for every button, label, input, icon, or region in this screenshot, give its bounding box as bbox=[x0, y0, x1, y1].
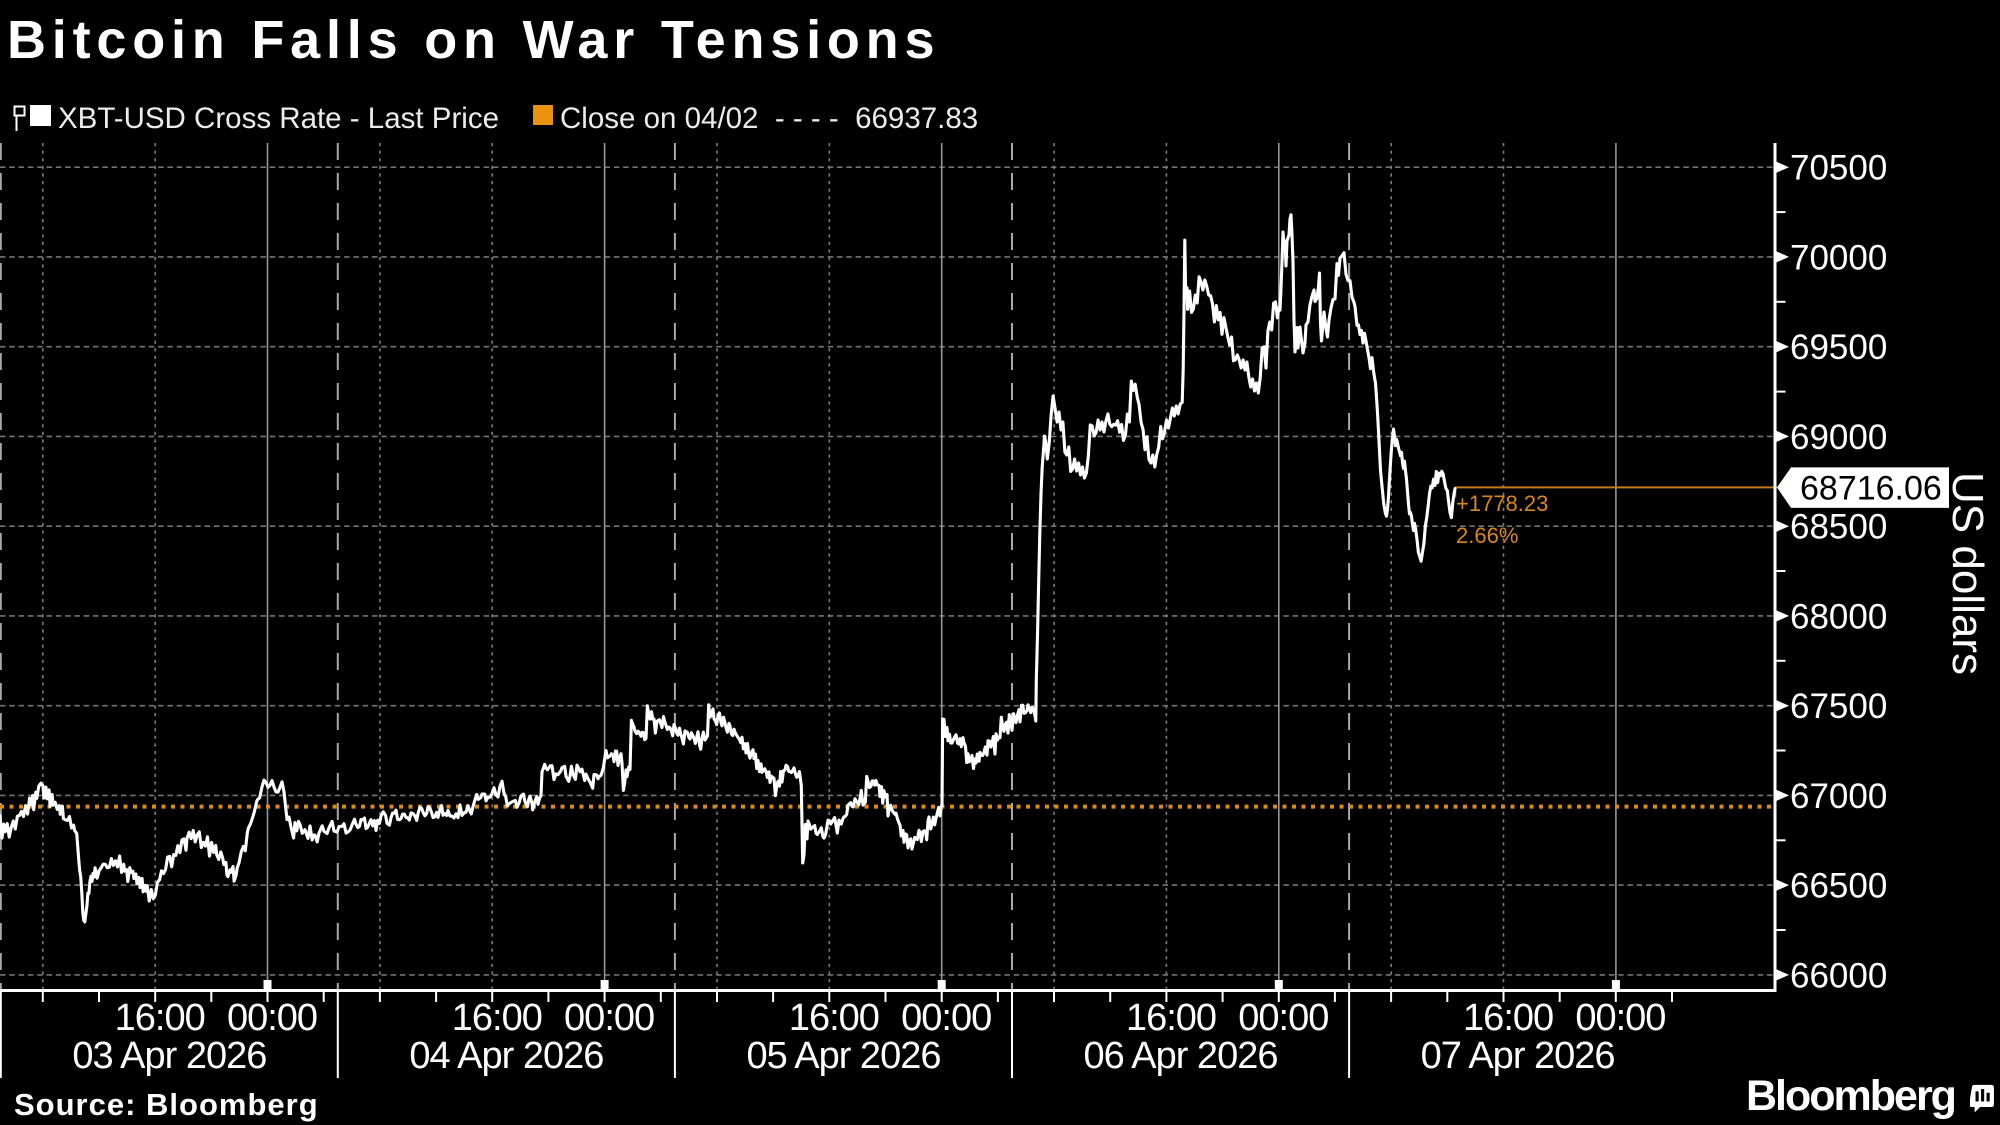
svg-text:70000: 70000 bbox=[1790, 238, 1887, 277]
svg-text:66000: 66000 bbox=[1790, 956, 1887, 995]
svg-text:+1778.23: +1778.23 bbox=[1456, 491, 1548, 516]
svg-text:07 Apr 2026: 07 Apr 2026 bbox=[1421, 1035, 1615, 1077]
svg-text:16:00: 16:00 bbox=[1126, 997, 1216, 1039]
svg-text:69000: 69000 bbox=[1790, 418, 1887, 457]
svg-text:04 Apr 2026: 04 Apr 2026 bbox=[409, 1035, 603, 1077]
svg-text:67500: 67500 bbox=[1790, 687, 1887, 726]
svg-text:16:00: 16:00 bbox=[1463, 997, 1553, 1039]
svg-text:66500: 66500 bbox=[1790, 867, 1887, 906]
svg-text:68500: 68500 bbox=[1790, 508, 1887, 547]
svg-text:00:00: 00:00 bbox=[564, 997, 654, 1039]
svg-text:68000: 68000 bbox=[1790, 597, 1887, 636]
svg-text:00:00: 00:00 bbox=[1575, 997, 1665, 1039]
svg-text:2.66%: 2.66% bbox=[1456, 523, 1518, 548]
svg-text:05 Apr 2026: 05 Apr 2026 bbox=[747, 1035, 941, 1077]
svg-text:16:00: 16:00 bbox=[115, 997, 205, 1039]
svg-text:06 Apr 2026: 06 Apr 2026 bbox=[1084, 1035, 1278, 1077]
svg-text:03 Apr 2026: 03 Apr 2026 bbox=[72, 1035, 266, 1077]
svg-text:00:00: 00:00 bbox=[1238, 997, 1328, 1039]
svg-text:69500: 69500 bbox=[1790, 328, 1887, 367]
svg-text:67000: 67000 bbox=[1790, 777, 1887, 816]
svg-text:16:00: 16:00 bbox=[452, 997, 542, 1039]
svg-text:00:00: 00:00 bbox=[227, 997, 317, 1039]
svg-text:00:00: 00:00 bbox=[901, 997, 991, 1039]
svg-text:70500: 70500 bbox=[1790, 149, 1887, 188]
svg-text:16:00: 16:00 bbox=[789, 997, 879, 1039]
svg-text:68716.06: 68716.06 bbox=[1800, 469, 1942, 507]
svg-text:US dollars: US dollars bbox=[1943, 472, 1992, 675]
